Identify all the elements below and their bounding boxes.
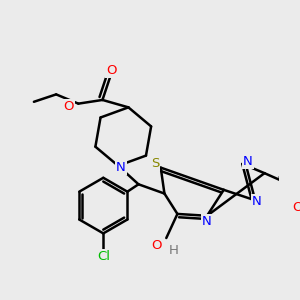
Text: O: O (151, 239, 162, 252)
Text: N: N (202, 215, 212, 228)
Text: N: N (116, 161, 126, 174)
Text: N: N (243, 154, 253, 168)
Text: O: O (292, 201, 300, 214)
Text: H: H (169, 244, 178, 257)
Text: S: S (151, 158, 159, 170)
Text: N: N (252, 195, 262, 208)
Text: O: O (106, 64, 117, 77)
Text: O: O (63, 100, 74, 113)
Text: Cl: Cl (97, 250, 110, 263)
